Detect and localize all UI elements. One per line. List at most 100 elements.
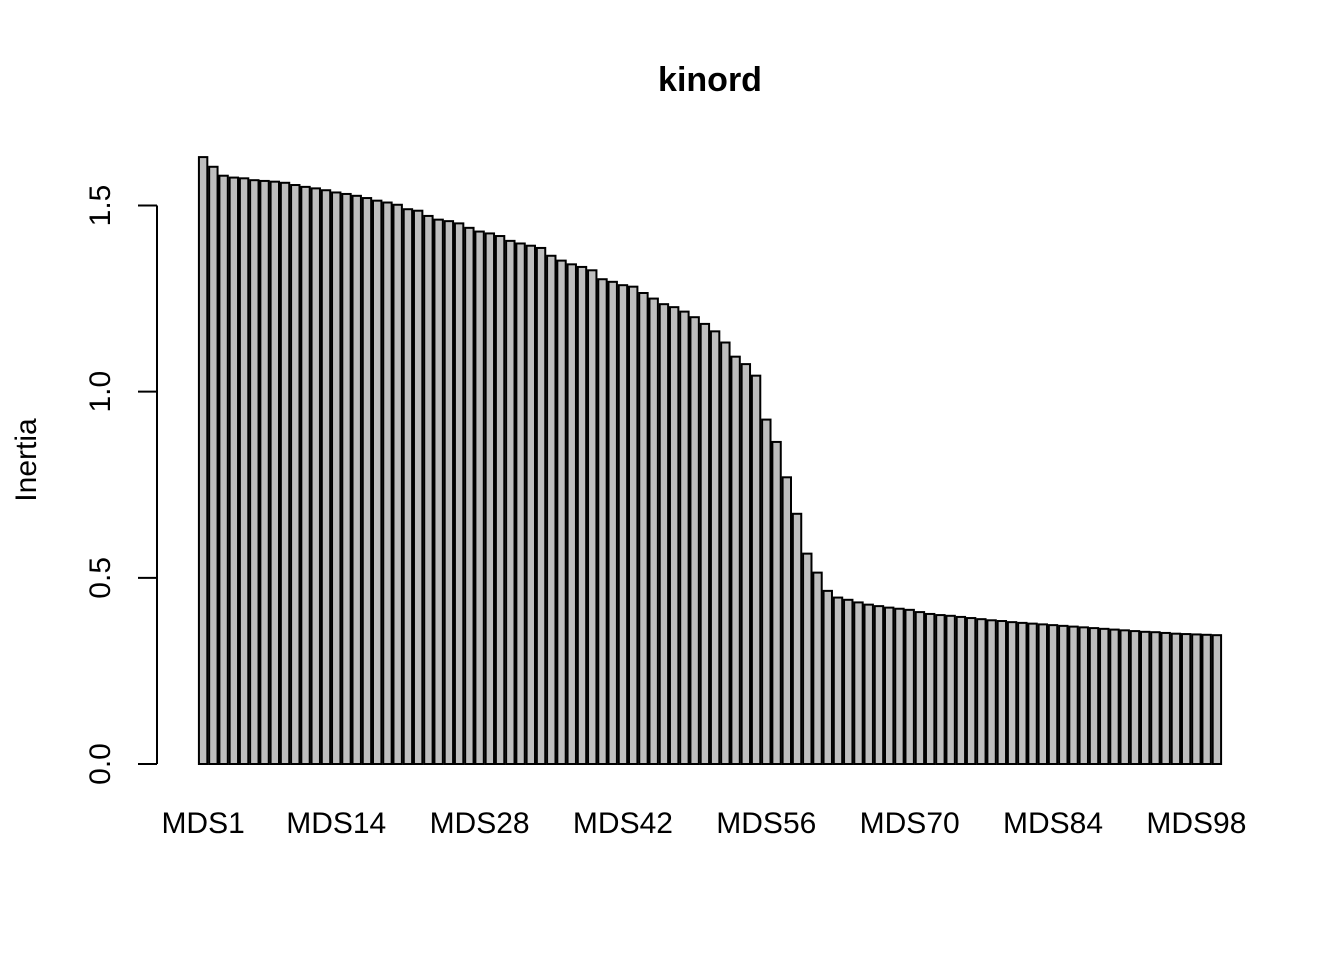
bar-mds46 xyxy=(658,303,670,765)
y-axis-label: Inertia xyxy=(10,418,43,502)
bar-mds20 xyxy=(392,203,403,765)
x-tick-label: MDS14 xyxy=(286,807,386,840)
bar-mds41 xyxy=(607,280,618,765)
bar-mds31 xyxy=(505,239,516,765)
bar-mds82 xyxy=(1027,622,1038,765)
bar-mds62 xyxy=(822,589,833,765)
bar-mds43 xyxy=(628,285,639,765)
bar-mds72 xyxy=(924,612,936,766)
bar-mds53 xyxy=(730,355,741,765)
bar-mds59 xyxy=(791,512,803,765)
bar-mds71 xyxy=(914,611,926,766)
bar-mds11 xyxy=(300,185,311,765)
x-tick-label: MDS70 xyxy=(860,807,960,840)
bar-mds37 xyxy=(566,263,577,765)
bar-mds19 xyxy=(382,201,393,765)
bar-mds91 xyxy=(1119,629,1130,766)
bar-mds51 xyxy=(709,330,721,765)
bar-mds75 xyxy=(955,615,967,765)
bar-mds69 xyxy=(894,607,905,765)
bar-mds29 xyxy=(484,232,496,766)
bar-mds49 xyxy=(689,316,700,765)
bar-mds57 xyxy=(771,440,782,765)
bar-mds63 xyxy=(832,596,844,765)
bar-mds74 xyxy=(945,614,956,765)
bar-mds7 xyxy=(259,179,270,765)
bar-mds34 xyxy=(535,246,547,765)
bar-mds85 xyxy=(1058,624,1069,765)
bar-mds47 xyxy=(668,306,680,765)
bar-mds96 xyxy=(1170,632,1182,765)
bar-mds8 xyxy=(269,180,281,766)
bar-mds24 xyxy=(433,218,444,765)
bar-mds4 xyxy=(228,176,240,765)
bar-mds32 xyxy=(515,242,526,766)
bar-mds78 xyxy=(986,619,997,766)
bar-mds54 xyxy=(740,363,752,765)
bar-mds22 xyxy=(412,209,424,765)
y-tick-label: 1.0 xyxy=(84,371,117,413)
bar-mds61 xyxy=(812,571,823,765)
bar-mds86 xyxy=(1068,625,1079,765)
bar-mds17 xyxy=(361,197,373,766)
bar-mds45 xyxy=(648,297,659,765)
bar-mds73 xyxy=(935,614,946,765)
bar-mds58 xyxy=(781,476,792,765)
bar-mds13 xyxy=(320,189,332,766)
y-axis: 0.0 0.5 1.0 1.5 xyxy=(84,185,158,785)
y-tick-label: 1.5 xyxy=(84,185,117,227)
bar-mds99 xyxy=(1201,633,1212,765)
x-tick-label: MDS84 xyxy=(1003,807,1103,840)
bar-mds95 xyxy=(1160,631,1171,765)
bar-mds52 xyxy=(720,341,731,765)
bar-mds23 xyxy=(423,214,434,765)
bar-mds67 xyxy=(873,605,885,765)
bar-mds64 xyxy=(843,598,854,765)
bar-mds38 xyxy=(576,265,588,765)
bar-mds65 xyxy=(853,601,864,765)
x-tick-label: MDS28 xyxy=(430,807,530,840)
bar-mds92 xyxy=(1129,630,1141,766)
bar-mds93 xyxy=(1140,630,1151,765)
bar-mds27 xyxy=(464,226,475,765)
bar-mds40 xyxy=(597,278,608,765)
bar-mds66 xyxy=(863,603,874,766)
bar-mds1 xyxy=(197,156,209,766)
bar-mds94 xyxy=(1150,631,1161,765)
bar-mds88 xyxy=(1088,627,1100,765)
bar-mds84 xyxy=(1047,624,1059,765)
bar-mds68 xyxy=(884,606,895,765)
bar-mds70 xyxy=(904,608,915,765)
bars-group xyxy=(197,156,1223,766)
x-axis-labels: MDS1 MDS14 MDS28 MDS42 MDS56 MDS70 MDS84 MDS98 xyxy=(161,807,1246,840)
bar-mds18 xyxy=(372,199,383,766)
bar-mds44 xyxy=(638,292,649,765)
bar-mds39 xyxy=(587,269,598,765)
bar-mds76 xyxy=(965,617,977,765)
bar-mds15 xyxy=(341,192,352,765)
bar-mds79 xyxy=(996,620,1008,766)
bar-mds81 xyxy=(1017,621,1028,766)
bar-mds55 xyxy=(750,374,762,765)
bar-mds30 xyxy=(494,235,506,765)
bar-mds83 xyxy=(1037,623,1048,766)
bar-mds60 xyxy=(802,552,813,765)
bar-mds56 xyxy=(761,418,772,765)
bar-mds80 xyxy=(1006,621,1018,766)
bar-mds10 xyxy=(290,184,301,765)
y-tick-label: 0.0 xyxy=(84,743,117,785)
chart-title: kinord xyxy=(658,61,762,99)
bar-mds77 xyxy=(976,618,987,765)
bar-mds26 xyxy=(453,222,465,765)
bar-mds89 xyxy=(1099,627,1110,766)
bar-mds16 xyxy=(351,194,362,765)
bar-mds42 xyxy=(617,284,629,765)
bar-mds36 xyxy=(556,259,567,765)
bar-mds2 xyxy=(208,165,219,765)
x-tick-label: MDS98 xyxy=(1146,807,1246,840)
bar-mds9 xyxy=(279,181,291,766)
bar-mds25 xyxy=(443,220,455,765)
bar-mds100 xyxy=(1211,634,1223,765)
y-tick-label: 0.5 xyxy=(84,557,117,599)
